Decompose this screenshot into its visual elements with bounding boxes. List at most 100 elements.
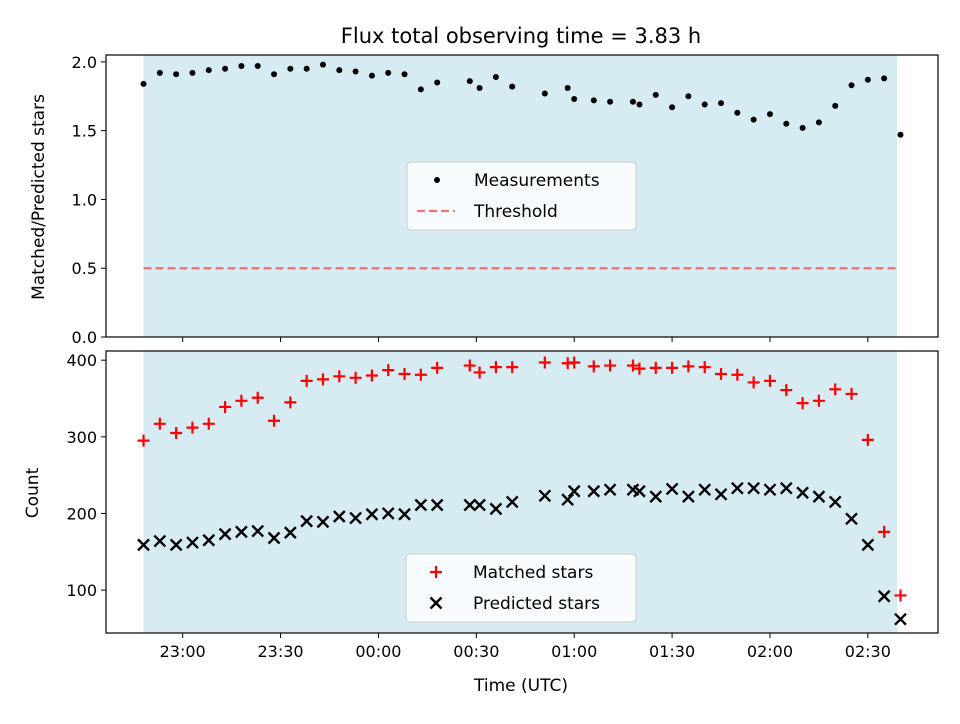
- legend-label: Predicted stars: [473, 594, 600, 614]
- matched-stars-point: [202, 417, 215, 430]
- measurement-point: [254, 63, 261, 70]
- matched-stars-point: [137, 434, 150, 447]
- y-tick-label: 300: [66, 428, 97, 447]
- matched-stars-point: [763, 374, 776, 387]
- measurement-point: [541, 90, 548, 97]
- measurement-point: [189, 69, 196, 76]
- axes-frame: [105, 350, 939, 634]
- measurement-point: [864, 76, 871, 83]
- matched-stars-point: [414, 368, 427, 381]
- measurement-point: [734, 109, 741, 116]
- y-axis-title-count: Count: [23, 467, 43, 518]
- predicted-stars-point: [218, 527, 232, 541]
- legend-label: Measurements: [474, 171, 600, 191]
- predicted-stars-point: [235, 525, 248, 539]
- matched-stars-point: [153, 417, 166, 430]
- predicted-stars-point: [349, 511, 362, 525]
- legend: Measurements Threshold: [406, 161, 637, 231]
- measurement-point: [590, 97, 597, 104]
- measurement-point: [881, 75, 888, 82]
- measurement-point: [205, 67, 212, 74]
- legend: Matched stars Predicted stars: [405, 553, 637, 623]
- matched-stars-point: [747, 376, 760, 389]
- matched-stars-point: [698, 361, 711, 374]
- matched-stars-point: [604, 359, 617, 372]
- matched-stars-point: [633, 362, 646, 375]
- matched-stars-point: [829, 383, 842, 396]
- measurement-point: [336, 67, 343, 74]
- predicted-stars-point: [381, 507, 395, 520]
- predicted-stars-point: [561, 493, 575, 507]
- measurement-point: [685, 93, 692, 100]
- y-tick-label: 200: [66, 504, 97, 523]
- predicted-stars-point: [665, 482, 679, 496]
- measurement-point: [799, 124, 806, 131]
- predicted-stars-point: [137, 538, 150, 552]
- matched-stars-point: [538, 356, 551, 369]
- measurement-point: [564, 85, 571, 92]
- matched-stars-point: [649, 361, 662, 374]
- matched-stars-point: [489, 361, 502, 374]
- measurement-point: [607, 98, 614, 105]
- predicted-stars-point: [283, 526, 297, 539]
- measurement-point: [287, 65, 294, 72]
- measurement-point: [509, 83, 516, 90]
- y-tick-label: 2.0: [72, 53, 97, 72]
- predicted-stars-point: [414, 498, 428, 512]
- predicted-stars-point: [267, 531, 281, 545]
- measurement-point: [401, 71, 408, 78]
- matched-stars-point: [812, 394, 825, 407]
- predicted-stars-point: [169, 538, 183, 552]
- matched-stars-point: [398, 367, 411, 380]
- predicted-stars-point: [567, 484, 581, 498]
- matched-stars-point: [316, 373, 329, 386]
- legend-marker-predicted: [429, 596, 443, 610]
- matched-stars-point: [506, 361, 519, 374]
- matched-stars-point: [300, 374, 313, 387]
- matched-stars-point: [235, 394, 248, 407]
- predicted-stars-point: [763, 483, 777, 497]
- y-tick-label: 0.5: [72, 259, 97, 278]
- panel-ratio: 0.0 0.5 1.0 1.5 2.0 Measurements Threshold: [72, 53, 939, 347]
- matched-stars-point: [219, 400, 232, 413]
- x-tick-label: 00:00: [355, 642, 401, 661]
- predicted-stars-point: [505, 495, 519, 509]
- predicted-stars-point: [153, 534, 167, 548]
- measurement-point: [701, 101, 708, 108]
- predicted-stars-point: [845, 512, 858, 526]
- measurement-point: [571, 96, 578, 103]
- predicted-stars-point: [812, 490, 826, 503]
- predicted-stars-point: [463, 498, 477, 512]
- measurement-point: [271, 71, 278, 78]
- measurement-point: [815, 119, 822, 126]
- predicted-stars-point: [251, 524, 265, 538]
- measurement-point: [629, 98, 636, 105]
- legend-box: [406, 161, 637, 231]
- predicted-stars-point: [877, 589, 891, 603]
- matched-stars-point: [682, 360, 695, 373]
- measurement-point: [173, 71, 180, 78]
- matched-stars-point: [894, 589, 907, 602]
- legend-marker-measurements: [434, 177, 440, 183]
- measurement-point: [636, 101, 643, 108]
- predicted-stars-point: [633, 484, 646, 498]
- matched-stars-point: [431, 361, 444, 374]
- axes-frame: [105, 54, 939, 338]
- matched-stars-point: [796, 397, 809, 410]
- predicted-stars-point: [538, 489, 552, 503]
- predicted-stars-point: [649, 490, 663, 503]
- predicted-stars-point: [300, 514, 314, 528]
- measurement-point: [303, 65, 310, 72]
- measurement-point: [385, 69, 392, 76]
- y-tick-label: 1.0: [72, 190, 97, 209]
- predicted-stars-point: [186, 536, 199, 549]
- measurement-point: [238, 63, 245, 70]
- x-tick-label: 23:30: [258, 642, 304, 661]
- matched-stars-point: [715, 367, 728, 380]
- measurement-point: [368, 72, 375, 79]
- x-tick-label: 01:00: [551, 642, 597, 661]
- predicted-stars-point: [603, 483, 617, 497]
- legend-label: Threshold: [473, 202, 558, 222]
- matched-stars-point: [473, 366, 486, 379]
